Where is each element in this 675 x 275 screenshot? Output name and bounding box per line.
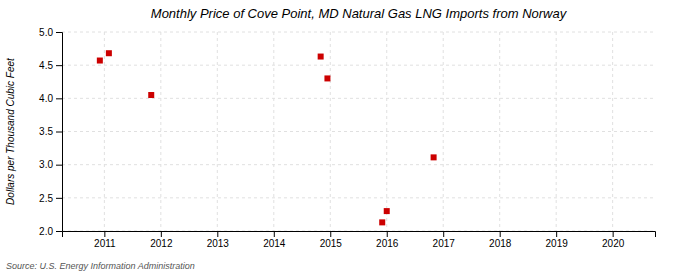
point <box>384 208 390 214</box>
x-axis-tick-label: 2013 <box>207 238 230 249</box>
point <box>148 92 154 98</box>
x-axis-tick-label: 2018 <box>489 238 512 249</box>
y-axis-tick: 3.5 <box>39 126 62 137</box>
y-axis-tick-mark <box>56 165 62 166</box>
x-axis-tick: 2013 <box>207 231 230 249</box>
y-axis-tick-mark <box>56 32 62 33</box>
y-axis-tick-mark <box>56 98 62 99</box>
y-grid-line <box>62 65 655 66</box>
y-grid-line <box>62 32 655 33</box>
x-axis-tick-mark <box>104 231 105 237</box>
x-axis-tick-mark <box>556 231 557 237</box>
point <box>106 50 112 56</box>
x-axis-tick: 2020 <box>602 231 625 249</box>
x-axis-tick-mark <box>161 231 162 237</box>
x-axis-tick: 2015 <box>320 231 343 249</box>
x-axis-tick: 2014 <box>263 231 286 249</box>
x-axis-tick-label: 2016 <box>376 238 399 249</box>
y-axis-tick: 4.5 <box>39 60 62 71</box>
x-axis-tick-label: 2019 <box>546 238 569 249</box>
y-axis-tick: 5.0 <box>39 27 62 38</box>
x-axis-tick: 2017 <box>433 231 456 249</box>
point <box>318 54 324 60</box>
grid <box>62 32 655 231</box>
x-axis-tick-mark <box>387 231 388 237</box>
x-axis-tick: 2018 <box>489 231 512 249</box>
x-grid-line <box>612 32 613 231</box>
point <box>97 58 103 64</box>
y-axis-tick-label: 4.5 <box>39 60 53 71</box>
points <box>97 50 437 225</box>
y-axis-tick-label: 3.5 <box>39 126 53 137</box>
x-axis-tick-mark <box>443 231 444 237</box>
y-axis-tick: 2.0 <box>39 226 62 237</box>
x-axis-tick-mark <box>274 231 275 237</box>
chart: 2011 2012 2013 2014 2015 2016 2017 2018 2019 2020… <box>0 0 675 275</box>
x-axis-tick-label: 2020 <box>602 238 625 249</box>
y-axis-tick: 4.0 <box>39 93 62 104</box>
x-axis-tick-label: 2012 <box>150 238 173 249</box>
x-axis-tick-label: 2017 <box>433 238 456 249</box>
x-axis-tick-label: 2011 <box>94 238 116 249</box>
y-axis-tick-mark <box>56 198 62 199</box>
y-grid-line <box>62 131 655 132</box>
y-grid-line <box>62 164 655 165</box>
x-axis-tick-label: 2015 <box>320 238 343 249</box>
x-axis: 2011 2012 2013 2014 2015 2016 2017 2018 2019 2020 <box>63 231 656 249</box>
y-axis-tick: 3.0 <box>39 159 62 170</box>
x-axis-tick: 2011 <box>94 231 116 249</box>
y-axis-tick-mark <box>56 65 62 66</box>
x-axis-tick: 2016 <box>376 231 399 249</box>
y-axis-tick-label: 2.5 <box>39 193 53 204</box>
title: Monthly Price of Cove Point, MD Natural … <box>151 6 568 21</box>
x-axis-tick-mark <box>330 231 331 237</box>
point <box>324 75 330 81</box>
plot-area: 2011 2012 2013 2014 2015 2016 2017 2018 2019 2020… <box>39 27 655 249</box>
y-axis-label: Dollars per Thousand Cubic Feet <box>5 57 16 205</box>
source-note: Source: U.S. Energy Information Administ… <box>6 261 195 271</box>
y-axis-tick-label: 3.0 <box>39 159 53 170</box>
y-axis-tick: 2.5 <box>39 193 62 204</box>
y-axis-tick-label: 5.0 <box>39 27 53 38</box>
x-axis-line <box>63 232 656 238</box>
x-axis-tick-mark <box>217 231 218 237</box>
y-axis-tick-label: 4.0 <box>39 93 53 104</box>
x-axis-tick-label: 2014 <box>263 238 286 249</box>
x-axis-tick-mark <box>613 231 614 237</box>
x-axis-tick-mark <box>500 231 501 237</box>
point <box>431 154 437 160</box>
x-axis-tick: 2019 <box>546 231 569 249</box>
x-grid-line <box>330 32 331 231</box>
y-axis-line <box>56 33 63 232</box>
point <box>379 219 385 225</box>
y-axis-tick-mark <box>56 231 62 232</box>
x-axis-tick: 2012 <box>150 231 173 249</box>
y-grid-line <box>62 197 655 198</box>
y-axis-tick-label: 2.0 <box>39 226 53 237</box>
y-axis: 2.0 2.5 3.0 3.5 4.0 4.5 5.0 <box>39 27 62 237</box>
x-grid-line <box>217 32 218 231</box>
y-axis-tick-mark <box>56 132 62 133</box>
